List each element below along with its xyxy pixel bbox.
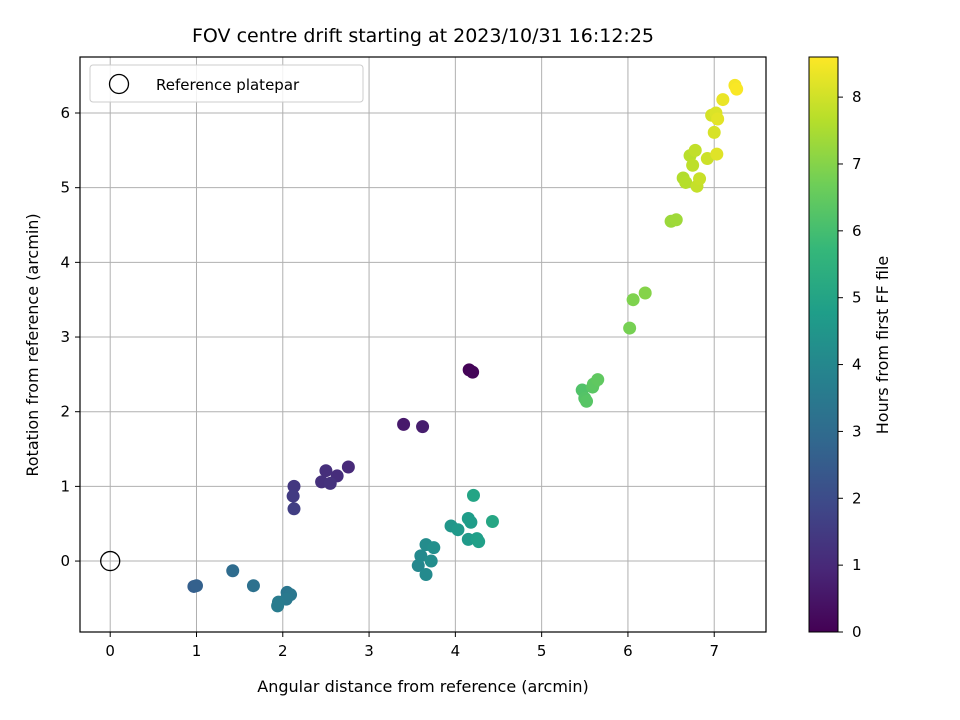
plot-frame <box>79 56 767 633</box>
colorbar-label: Hours from first FF file <box>873 256 892 435</box>
legend-marker <box>108 73 130 95</box>
data-point <box>246 579 260 593</box>
data-point <box>189 579 203 593</box>
data-point <box>730 82 744 96</box>
reference-marker <box>100 550 121 572</box>
data-point <box>693 172 707 186</box>
data-point <box>711 112 725 126</box>
data-point <box>710 147 724 161</box>
data-point <box>419 568 433 581</box>
data-point <box>686 158 700 172</box>
colorbar-tick-label: 8 <box>852 88 862 106</box>
data-point <box>319 464 333 478</box>
data-point <box>287 502 301 516</box>
colorbar-tick-label: 4 <box>852 356 862 374</box>
x-tick-label: 7 <box>709 642 719 660</box>
y-tick-label: 1 <box>60 477 70 495</box>
data-point <box>591 373 605 387</box>
x-tick-label: 1 <box>192 642 202 660</box>
legend-box <box>89 64 364 103</box>
x-tick-label: 5 <box>537 642 547 660</box>
colorbar-tick-label: 1 <box>852 556 862 574</box>
x-tick-label: 6 <box>623 642 633 660</box>
colorbar-tick-label: 3 <box>852 422 862 440</box>
legend-label: Reference platepar <box>156 76 300 94</box>
y-tick-label: 2 <box>60 403 70 421</box>
x-tick-label: 2 <box>278 642 288 660</box>
data-point <box>580 394 594 408</box>
data-points <box>187 78 744 613</box>
colorbar-tick-label: 5 <box>852 289 862 307</box>
y-tick-label: 4 <box>60 253 70 271</box>
x-axis-label: Angular distance from reference (arcmin) <box>257 677 588 696</box>
data-point <box>466 365 480 379</box>
data-point <box>287 479 301 493</box>
data-point <box>424 554 438 568</box>
colorbar: 0 1 2 3 4 5 6 7 8 Hours from first FF file <box>808 56 892 641</box>
data-point <box>669 213 683 227</box>
data-point <box>485 514 499 528</box>
data-point <box>414 549 428 563</box>
colorbar-tick-label: 2 <box>852 489 862 507</box>
x-tick-label: 4 <box>451 642 461 660</box>
chart-title: FOV centre drift starting at 2023/10/31 … <box>192 25 654 47</box>
data-point <box>226 564 240 578</box>
data-point <box>323 476 337 490</box>
colorbar-gradient <box>809 57 838 632</box>
data-point <box>623 321 637 335</box>
data-point <box>451 523 465 537</box>
reference-point-layer <box>100 550 121 572</box>
data-point <box>416 420 430 434</box>
y-tick-label: 6 <box>60 104 70 122</box>
data-point <box>271 599 285 613</box>
colorbar-tick-label: 0 <box>852 623 862 641</box>
data-point <box>427 541 441 555</box>
data-point <box>679 175 693 189</box>
y-tick-label: 0 <box>60 552 70 570</box>
y-tick-label: 3 <box>60 328 70 346</box>
data-point <box>397 417 411 431</box>
colorbar-tick-label: 6 <box>852 222 862 240</box>
data-point <box>466 488 480 502</box>
data-point <box>626 293 640 307</box>
x-axis-ticks: 0 1 2 3 4 5 6 7 <box>105 632 719 660</box>
data-point <box>461 511 475 525</box>
legend: Reference platepar <box>89 64 364 103</box>
colorbar-frame <box>808 56 839 633</box>
data-point <box>707 125 721 139</box>
x-tick-label: 3 <box>364 642 374 660</box>
data-point <box>341 460 355 474</box>
colorbar-ticks: 0 1 2 3 4 5 6 7 8 <box>838 88 862 641</box>
data-point <box>472 535 486 549</box>
data-point <box>286 489 300 503</box>
y-axis-label: Rotation from reference (arcmin) <box>23 213 42 476</box>
colorbar-tick-label: 7 <box>852 155 862 173</box>
y-axis-ticks: 0 1 2 3 4 5 6 <box>60 104 80 570</box>
y-tick-label: 5 <box>60 179 70 197</box>
data-point <box>716 93 730 107</box>
data-point <box>688 143 702 157</box>
data-point <box>638 286 652 300</box>
x-tick-label: 0 <box>105 642 115 660</box>
